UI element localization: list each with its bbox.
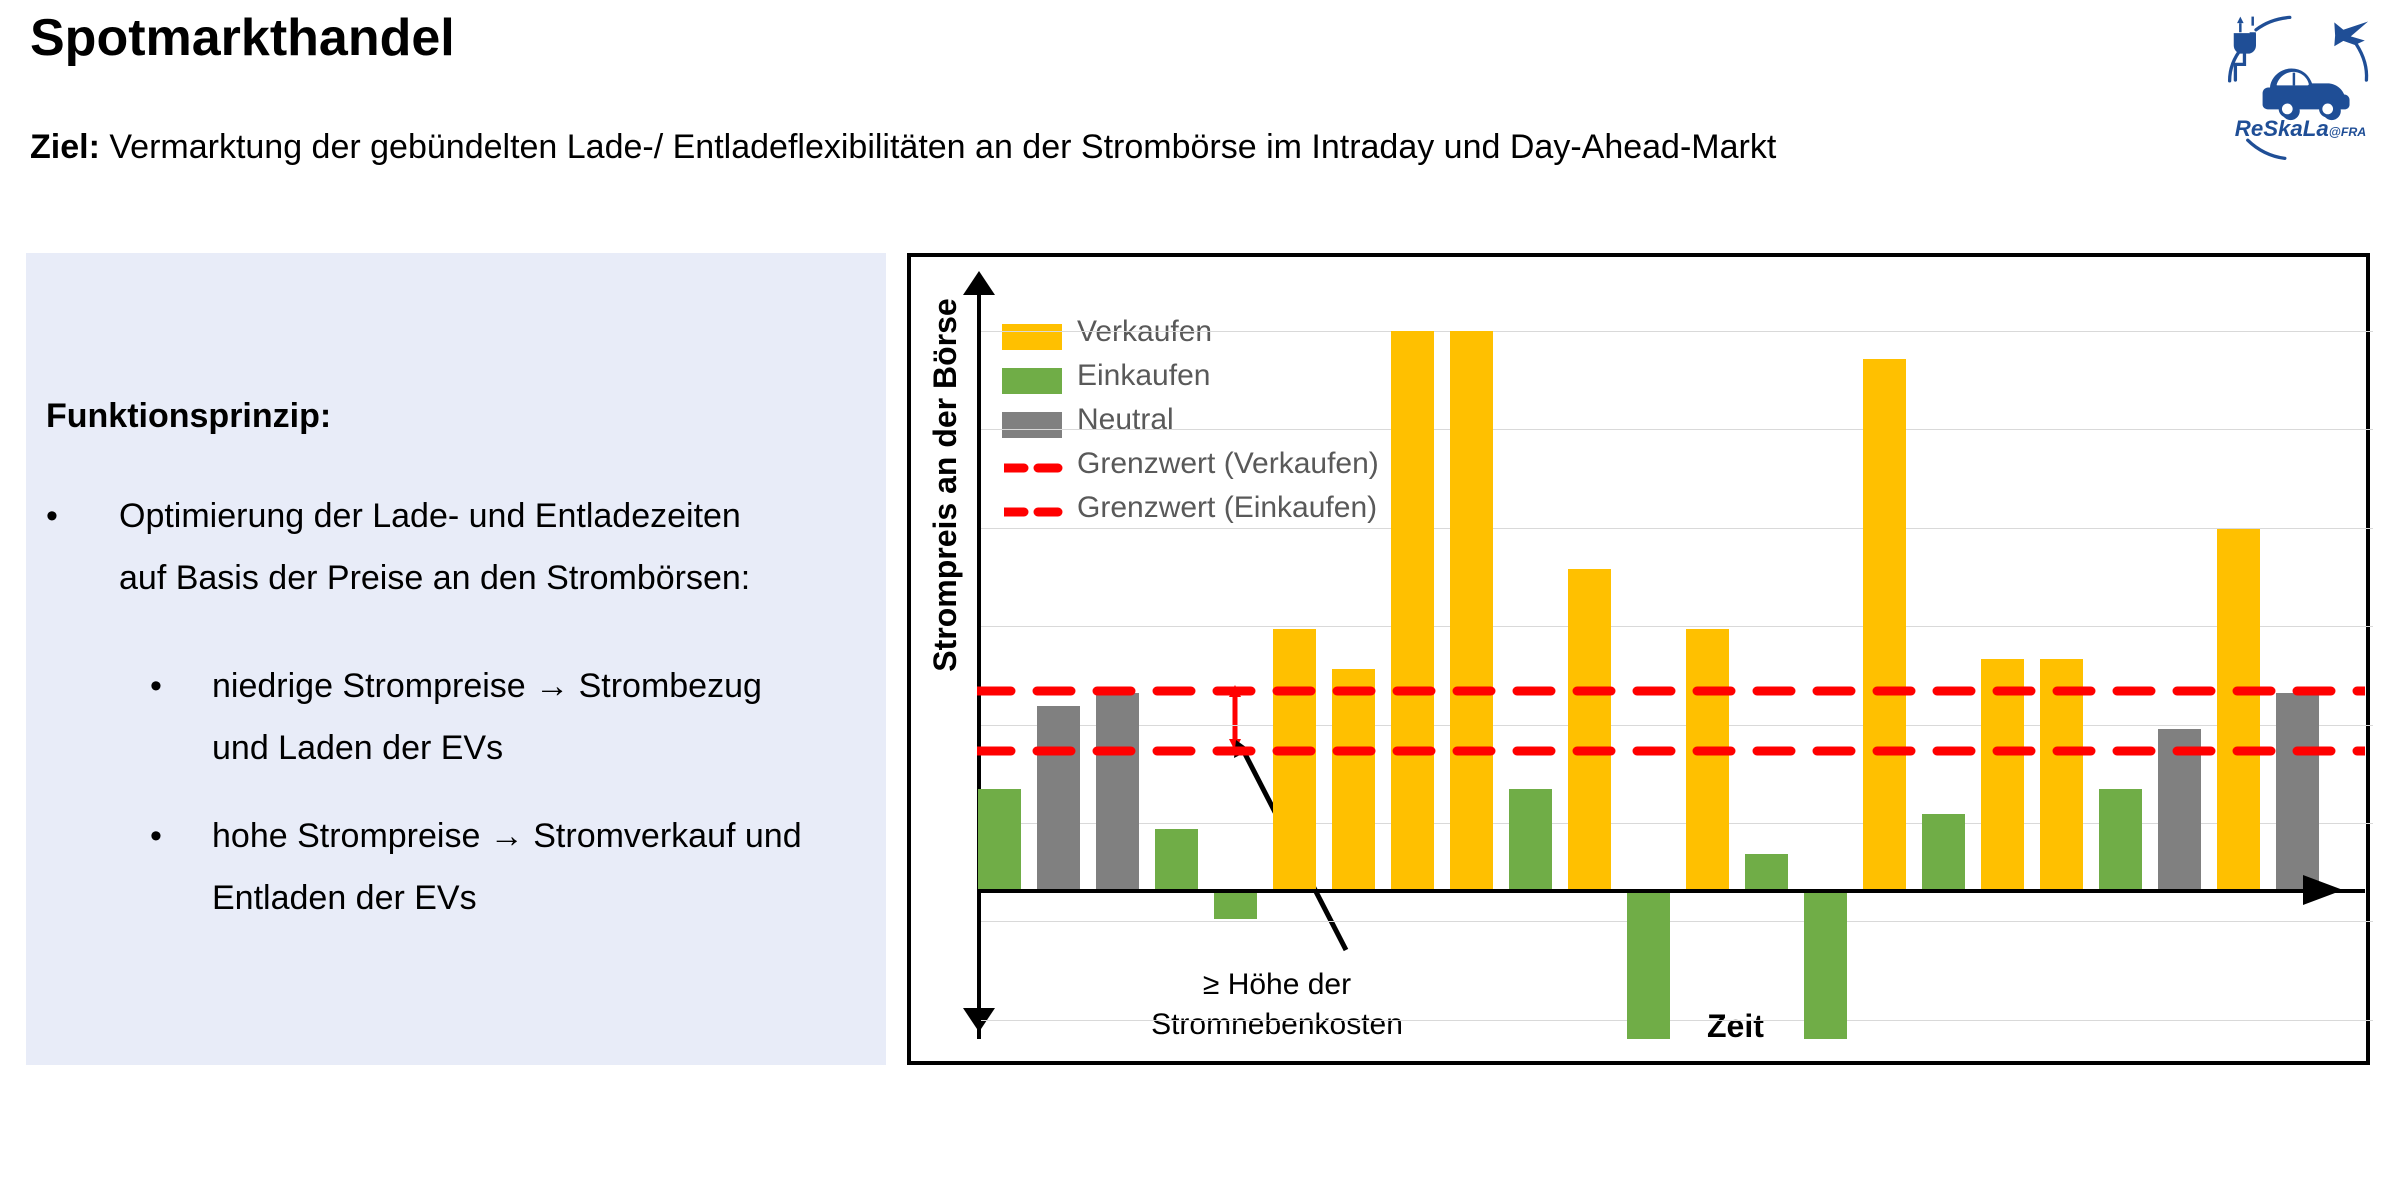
svg-text:ReSkaLa@FRA: ReSkaLa@FRA <box>2235 116 2367 141</box>
